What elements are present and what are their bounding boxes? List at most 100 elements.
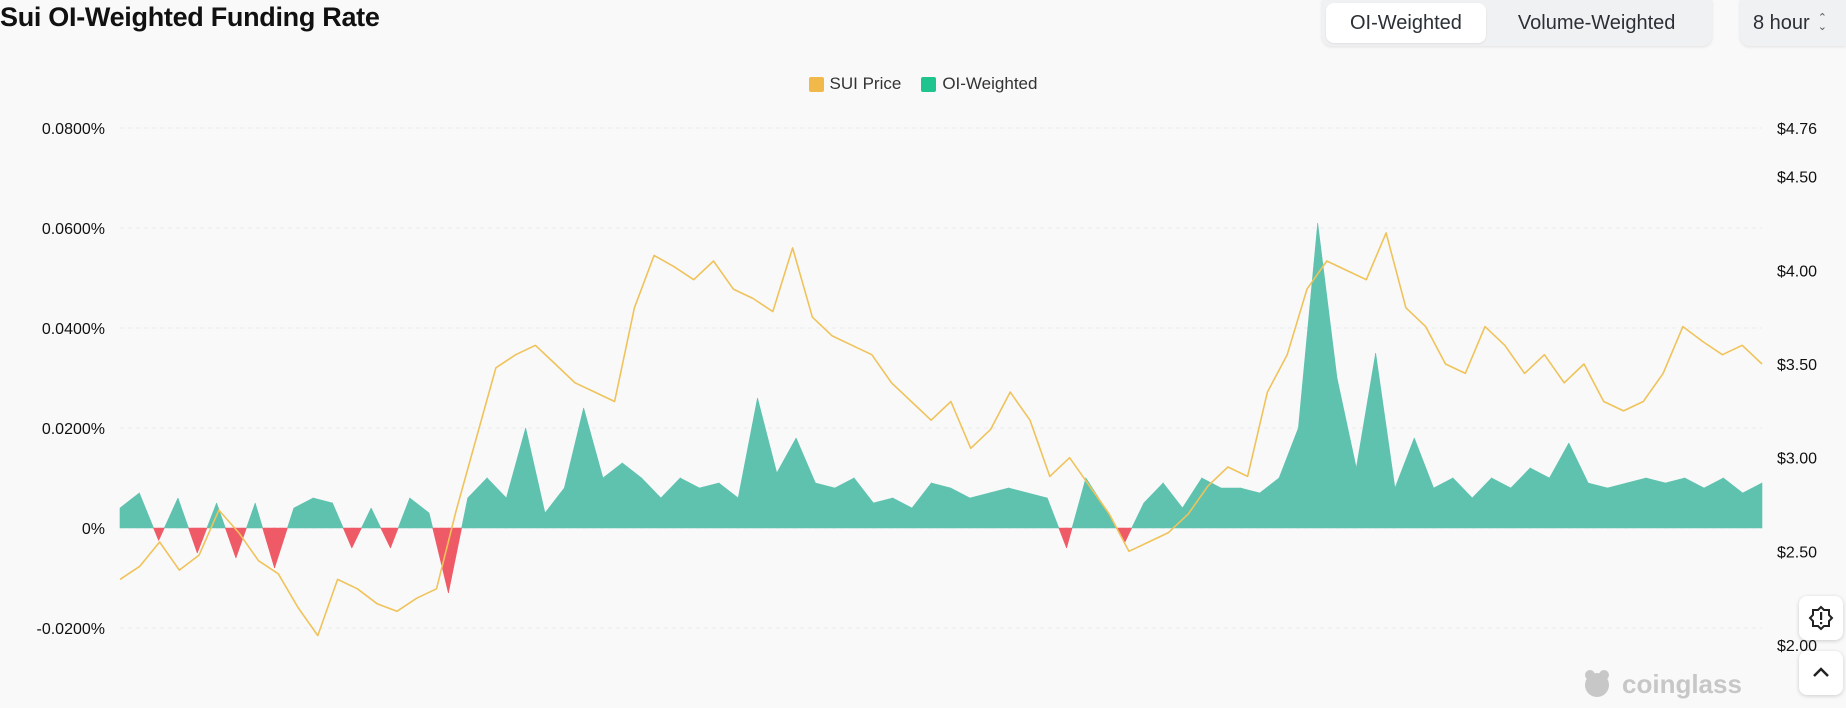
oi-weighted-area-segment	[1568, 442, 1589, 529]
interval-select-value: 8 hour	[1753, 11, 1810, 34]
oi-weighted-area-segment	[1413, 437, 1434, 529]
oi-weighted-area-segment	[1549, 442, 1570, 529]
oi-weighted-area-segment	[795, 437, 816, 529]
oi-weighted-area-segment	[432, 527, 449, 594]
legend-swatch-sui-price	[808, 76, 824, 92]
legend-item-sui-price[interactable]: SUI Price	[808, 74, 902, 94]
oi-weighted-area-segment	[969, 492, 990, 529]
oi-weighted-area-segment	[1626, 477, 1647, 529]
oi-weighted-area-segment	[360, 507, 372, 529]
oi-weighted-area-segment	[1703, 477, 1724, 529]
interval-select[interactable]: 8 hour ⌃ ⌄	[1740, 0, 1846, 46]
oi-weighted-area-segment	[1684, 477, 1705, 529]
page-title: Sui OI-Weighted Funding Rate	[0, 2, 380, 32]
oi-weighted-area-segment	[1058, 527, 1067, 549]
oi-weighted-area-segment	[196, 527, 208, 554]
oi-weighted-area-segment	[892, 497, 913, 529]
oi-weighted-area-segment	[1071, 477, 1087, 529]
oi-weighted-area-segment	[1259, 477, 1280, 529]
oi-weighted-area-segment	[506, 427, 526, 529]
oi-weighted-area-segment	[737, 397, 758, 529]
oi-weighted-area-segment	[254, 502, 264, 529]
oi-weighted-area-segment	[1143, 482, 1164, 529]
oi-weighted-area-segment	[1201, 477, 1222, 529]
y-right-tick-label: $2.00	[1777, 638, 1817, 655]
oi-weighted-area-segment	[390, 527, 399, 549]
oi-weighted-area-segment	[119, 492, 140, 529]
chevron-up-icon	[1813, 667, 1829, 677]
y-right-tick-label: $3.50	[1777, 357, 1817, 374]
oi-weighted-area-segment	[1723, 477, 1743, 529]
oi-weighted-area-segment	[461, 497, 469, 529]
tab-volume-weighted[interactable]: Volume-Weighted	[1517, 11, 1676, 34]
y-left-tick-label: 0.0800%	[42, 121, 105, 138]
oi-weighted-area-segment	[1240, 487, 1261, 529]
sui-price-line-series	[119, 232, 1763, 637]
oi-weighted-area-segment	[1471, 477, 1492, 529]
oi-weighted-area-segment	[1066, 527, 1073, 549]
tab-oi-weighted[interactable]: OI-Weighted	[1326, 3, 1486, 43]
oi-weighted-area-segment	[163, 497, 179, 529]
oi-weighted-area-segment	[235, 527, 247, 559]
y-left-tick-label: 0.0400%	[42, 321, 105, 338]
legend-label-oi-weighted: OI-Weighted	[942, 74, 1038, 93]
oi-weighted-area-segment	[351, 527, 362, 549]
oi-weighted-area-segment	[1742, 482, 1763, 529]
oi-weighted-area-segment	[1510, 467, 1531, 529]
oi-weighted-area-segment	[621, 462, 642, 529]
y-left-tick-label: -0.0200%	[37, 621, 106, 638]
oi-weighted-area-segment	[332, 502, 344, 529]
oi-weighted-area-segment	[1278, 427, 1299, 529]
scroll-top-button[interactable]	[1799, 651, 1843, 695]
oi-weighted-area-segment	[224, 527, 237, 559]
y-left-tick-label: 0%	[82, 521, 105, 538]
oi-weighted-area-segment	[139, 492, 154, 529]
y-left-tick-label: 0.0200%	[42, 421, 105, 438]
oi-weighted-area-segment	[931, 482, 951, 529]
alert-button[interactable]	[1799, 596, 1843, 640]
oi-weighted-area-segment	[757, 397, 778, 529]
funding-type-tabs: OI-Weighted Volume-Weighted	[1322, 0, 1712, 46]
oi-weighted-area-segment	[525, 427, 546, 529]
oi-weighted-area-segment	[564, 407, 584, 529]
oi-weighted-area-segment	[718, 482, 739, 529]
coinglass-watermark: coinglass	[1580, 667, 1742, 701]
coinglass-logo-icon	[1585, 670, 1609, 697]
oi-weighted-area-segment	[776, 437, 797, 529]
oi-weighted-area-segment	[1375, 352, 1396, 529]
oi-weighted-area-segment	[988, 487, 1009, 529]
watermark-text: coinglass	[1622, 668, 1742, 699]
oi-weighted-area-segment	[397, 497, 411, 529]
legend-swatch-oi-weighted	[921, 76, 937, 92]
oi-weighted-area-segment	[342, 527, 353, 549]
oi-weighted-area-segment	[660, 477, 681, 529]
oi-weighted-area-segment	[486, 477, 507, 529]
oi-weighted-area-segment	[1587, 482, 1608, 529]
oi-weighted-area-segment	[911, 482, 932, 529]
oi-weighted-area-segment	[1220, 487, 1241, 529]
y-right-tick-label: $3.00	[1777, 451, 1817, 468]
chart-legend: SUI Price OI-Weighted	[0, 74, 1846, 94]
oi-weighted-area-segment	[177, 497, 189, 529]
oi-weighted-area-segment	[699, 482, 720, 529]
oi-weighted-area-segment	[262, 527, 275, 569]
legend-item-oi-weighted[interactable]: OI-Weighted	[921, 74, 1037, 94]
chart-grid	[120, 127, 1762, 629]
legend-label-sui-price: SUI Price	[829, 74, 902, 93]
oi-weighted-area-segment	[312, 497, 333, 529]
oi-weighted-area-segment	[1336, 377, 1357, 529]
y-right-tick-label: $4.50	[1777, 170, 1817, 187]
sui-price-line	[119, 232, 1763, 637]
oi-weighted-area-segment	[246, 502, 256, 529]
oi-weighted-area-segment	[834, 477, 855, 529]
oi-weighted-area-segment	[467, 477, 488, 529]
oi-weighted-area-segment	[1027, 492, 1048, 529]
oi-weighted-area-segment	[1433, 477, 1454, 529]
oi-weighted-area-segment	[1665, 477, 1686, 529]
oi-weighted-area-segment	[274, 527, 288, 569]
oi-weighted-area-segment	[853, 477, 874, 529]
oi-weighted-area-segment	[158, 527, 165, 541]
oi-weighted-area-segment	[1607, 482, 1628, 529]
oi-weighted-area-segment	[1529, 467, 1550, 529]
